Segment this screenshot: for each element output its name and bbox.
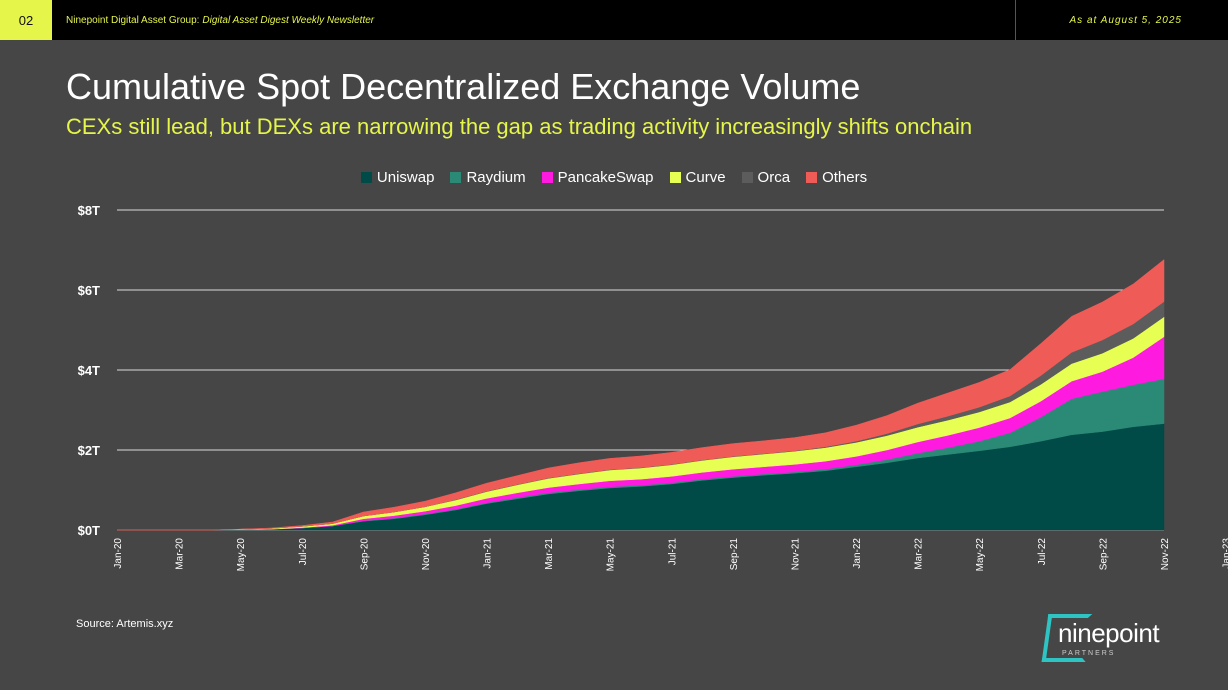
x-tick-label: Sep-20: [359, 538, 370, 571]
legend-label: Uniswap: [376, 169, 435, 186]
logo-subtext: PARTNERS: [1062, 650, 1116, 657]
legend-label: Curve: [685, 169, 726, 186]
page-title: Cumulative Spot Decentralized Exchange V…: [66, 66, 861, 107]
x-tick-label: Mar-21: [544, 538, 555, 570]
series-area-others: [117, 259, 1165, 531]
legend-item: Curve: [669, 169, 726, 186]
legend-item: Raydium: [450, 169, 526, 186]
chart-legend: Uniswap Raydium PancakeSwap Curve Orca Others: [0, 169, 1228, 186]
logo-word: ninepoint: [1058, 618, 1160, 648]
x-tick-label: Sep-21: [729, 538, 740, 571]
x-tick-label: Jan-23: [1222, 538, 1228, 569]
header-divider: [1015, 0, 1016, 40]
legend-item: PancakeSwap: [541, 169, 654, 186]
legend-item: Others: [806, 169, 867, 186]
x-tick-label: Jan-21: [483, 538, 494, 569]
y-tick-label: $8T: [78, 203, 100, 218]
legend-swatch: [669, 172, 681, 183]
x-tick-label: Jul-22: [1037, 538, 1048, 566]
as-at-date: As at August 5, 2025: [1069, 14, 1182, 26]
x-tick-label: Jul-21: [667, 538, 678, 566]
legend-label: Orca: [757, 169, 791, 186]
top-bar: 02 Ninepoint Digital Asset Group: Digita…: [0, 0, 1228, 40]
page-number: 02: [0, 0, 52, 40]
x-tick-label: Nov-22: [1160, 538, 1171, 571]
legend-swatch: [806, 172, 818, 183]
x-tick-label: Mar-20: [175, 538, 186, 570]
y-tick-label: $0T: [78, 523, 100, 538]
x-tick-label: Nov-21: [791, 538, 802, 571]
x-tick-label: Jul-20: [298, 538, 309, 566]
legend-label: Raydium: [466, 169, 526, 186]
ninepoint-logo: ninepoint PARTNERS: [1040, 610, 1190, 670]
x-tick-label: May-22: [975, 538, 986, 572]
legend-swatch: [360, 172, 372, 183]
source-note: Source: Artemis.xyz: [76, 618, 174, 630]
legend-label: Others: [822, 169, 868, 186]
legend-swatch: [450, 172, 462, 183]
area-chart: $0T $2T $4T $6T $8T Jan-20 Mar-20 May-20 Jul-20 S…: [78, 203, 1228, 572]
newsletter-name: Digital Asset Digest Weekly Newsletter: [202, 14, 375, 26]
legend-item: Orca: [741, 169, 791, 186]
y-tick-label: $4T: [78, 363, 100, 378]
newsletter-title: Ninepoint Digital Asset Group: Digital A…: [66, 0, 374, 40]
x-tick-label: Mar-22: [914, 538, 925, 570]
legend-label: PancakeSwap: [557, 169, 654, 186]
x-tick-label: May-21: [606, 538, 617, 572]
x-tick-label: Nov-20: [421, 538, 432, 571]
legend-swatch: [541, 172, 553, 183]
x-tick-label: May-20: [236, 538, 247, 572]
y-tick-label: $6T: [78, 283, 100, 298]
x-tick-label: Jan-20: [113, 538, 124, 569]
y-tick-label: $2T: [78, 443, 100, 458]
page-subtitle: CEXs still lead, but DEXs are narrowing …: [66, 114, 973, 139]
legend-item: Uniswap: [360, 169, 435, 186]
x-tick-label: Sep-22: [1098, 538, 1109, 571]
newsletter-org: Ninepoint Digital Asset Group:: [66, 14, 200, 26]
x-tick-label: Jan-22: [852, 538, 863, 569]
legend-swatch: [741, 172, 753, 183]
